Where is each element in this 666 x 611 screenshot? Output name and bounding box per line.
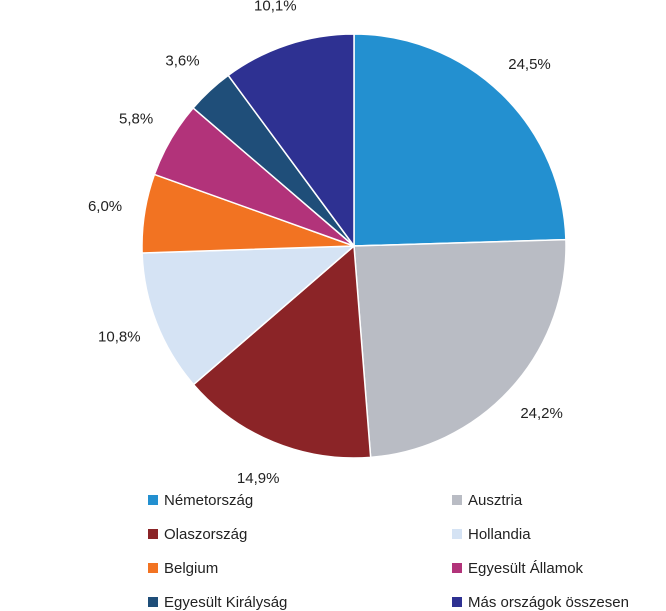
pie-slice	[227, 33, 355, 249]
data-label: 14,9%	[237, 470, 280, 487]
data-label: 24,2%	[520, 405, 563, 422]
pie-slice	[353, 238, 567, 459]
legend-swatch	[148, 597, 158, 607]
legend-label: Olaszország	[164, 526, 247, 543]
data-label: 3,6%	[165, 52, 199, 69]
legend-swatch	[148, 563, 158, 573]
legend-label: Ausztria	[468, 492, 523, 509]
legend-label: Egyesült Királyság	[164, 594, 287, 611]
pie-slice	[353, 33, 567, 247]
data-label: 5,8%	[119, 110, 153, 127]
pie-slice	[192, 244, 372, 459]
data-label: 6,0%	[88, 198, 122, 215]
legend-swatch	[452, 495, 462, 505]
data-label: 10,8%	[98, 329, 141, 346]
data-label: 10,1%	[254, 0, 297, 15]
legend-label: Belgium	[164, 560, 218, 577]
legend-label: Más országok összesen	[468, 594, 629, 611]
legend-swatch	[452, 597, 462, 607]
legend-swatch	[452, 529, 462, 539]
legend-swatch	[148, 529, 158, 539]
legend-swatch	[452, 563, 462, 573]
legend-swatch	[148, 495, 158, 505]
data-label: 24,5%	[508, 56, 551, 73]
legend-label: Hollandia	[468, 526, 531, 543]
pie-slice	[141, 245, 357, 386]
legend-label: Egyesült Államok	[468, 560, 584, 577]
legend-label: Németország	[164, 492, 253, 509]
